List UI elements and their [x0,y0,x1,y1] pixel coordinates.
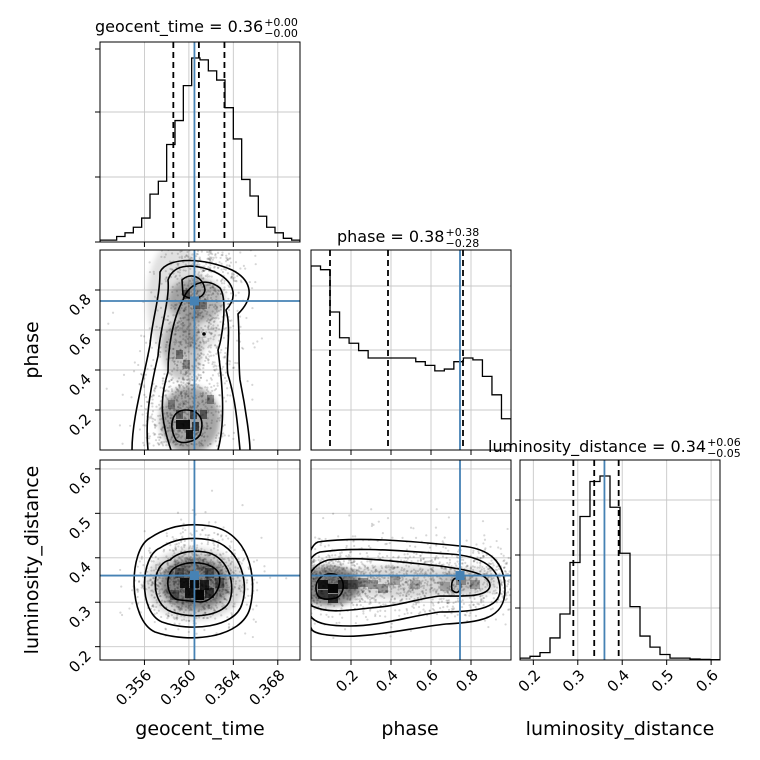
truth-point-phase-luminosity_distance [455,571,465,581]
contour-core-geocent_time-phase [171,409,203,444]
contour-mid-geocent_time-luminosity_distance [154,550,233,617]
contour-dot-geocent_time-phase [202,332,206,336]
truth-point-geocent_time-luminosity_distance [189,571,199,581]
contour-outer-geocent_time-phase [146,265,241,450]
contour-outermost-phase-luminosity_distance [311,538,506,638]
contour-upper-geocent_time-phase [181,275,206,300]
title-phase: phase = 0.38+0.38 −0.28 [337,226,479,250]
scatter-geocent_time-phase [95,249,301,455]
contour-outer-phase-luminosity_distance [311,548,501,627]
truth-point-geocent_time-phase [189,296,199,306]
xlabel-phase: phase [381,718,438,740]
hist-phase-line [311,265,511,450]
contour-outer-geocent_time-luminosity_distance [143,537,246,628]
xlabel-luminosity_distance: luminosity_distance [526,718,715,740]
scatter-geocent_time-luminosity_distance [95,459,301,665]
title-luminosity_distance: luminosity_distance = 0.34+0.06 −0.05 [488,436,741,460]
contour-mid-phase-luminosity_distance [311,557,491,612]
xlabel-geocent_time: geocent_time [135,718,264,740]
ylabel-luminosity_distance: luminosity_distance [21,466,43,655]
title-geocent_time: geocent_time = 0.36+0.00 −0.00 [95,16,298,40]
hist-phase [310,249,512,455]
contour-core-phase-luminosity_distance [315,573,345,601]
hist-geocent_time-line [100,57,300,242]
hist-geocent_time [95,41,301,247]
contour-outermost-geocent_time-phase [131,259,251,450]
hist-luminosity_distance [515,459,721,665]
contour-outermost-geocent_time-luminosity_distance [133,523,254,639]
contour-core-geocent_time-luminosity_distance [167,561,221,603]
hist-luminosity_distance-line [520,475,720,660]
ylabel-phase: phase [21,321,43,378]
density-cells-geocent_time-phase [168,290,214,439]
scatter-phase-luminosity_distance [310,459,512,665]
